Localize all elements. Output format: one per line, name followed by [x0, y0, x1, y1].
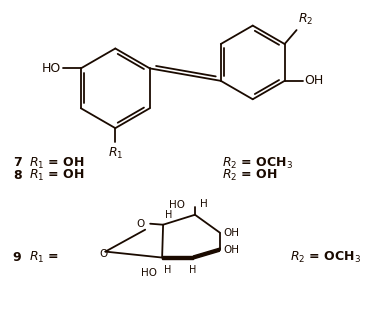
Polygon shape	[192, 248, 220, 259]
Text: $R_1$ = OH: $R_1$ = OH	[29, 155, 84, 171]
Text: O: O	[99, 249, 107, 259]
Text: HO: HO	[42, 62, 61, 75]
Text: $R_2$ = OH: $R_2$ = OH	[222, 168, 277, 184]
Text: HO: HO	[141, 268, 157, 277]
Polygon shape	[162, 256, 193, 259]
Text: $R_2$: $R_2$	[298, 12, 313, 27]
Text: 9: 9	[13, 251, 21, 264]
Text: HO: HO	[169, 200, 185, 210]
Text: OH: OH	[304, 74, 324, 87]
Text: H: H	[164, 264, 171, 275]
Text: OH: OH	[224, 228, 240, 238]
Text: H: H	[165, 210, 173, 220]
Text: H: H	[200, 199, 208, 209]
Text: 7: 7	[13, 157, 21, 170]
Text: 8: 8	[13, 169, 21, 182]
Text: $R_1$: $R_1$	[107, 146, 123, 161]
Text: $R_2$ = OCH$_3$: $R_2$ = OCH$_3$	[222, 155, 293, 171]
Text: O: O	[136, 219, 144, 229]
Text: H: H	[189, 264, 197, 275]
Text: OH: OH	[224, 245, 240, 255]
Text: $R_1$ = OH: $R_1$ = OH	[29, 168, 84, 184]
Text: $R_2$ = OCH$_3$: $R_2$ = OCH$_3$	[290, 250, 360, 265]
Text: $R_1$ =: $R_1$ =	[29, 250, 59, 265]
